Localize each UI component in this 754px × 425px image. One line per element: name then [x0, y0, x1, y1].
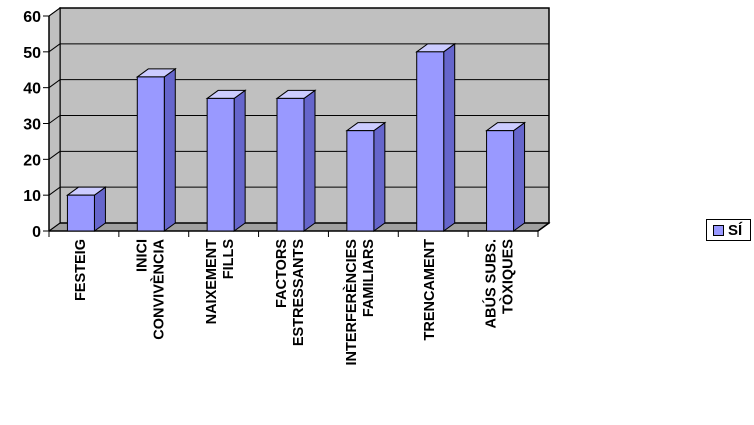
bar [485, 121, 527, 232]
x-category-label: FILLS [221, 239, 237, 280]
bar [345, 121, 387, 232]
bar-side [233, 89, 246, 232]
bar [205, 89, 247, 232]
bar-front [346, 130, 375, 232]
y-tick-label: 60 [23, 9, 41, 26]
x-category-label: CONVIVÈNCIA [150, 238, 167, 339]
bar-side [513, 121, 526, 232]
x-category-label: FACTORS [274, 239, 290, 308]
y-tick-label: 50 [23, 45, 41, 62]
x-category-label: TÒXIQUES [499, 239, 517, 314]
bar-side [163, 67, 176, 232]
bar [275, 89, 317, 232]
y-tick-label: 40 [23, 81, 41, 98]
bar-front [66, 194, 95, 232]
x-category-label: FAMILIARS [361, 239, 377, 317]
bar [415, 42, 457, 232]
x-category-label: INTERFERÈNCIES [343, 239, 360, 366]
bar [65, 186, 107, 232]
x-category-label: ABÚS SUBS. [482, 239, 500, 328]
y-tick-label: 10 [23, 188, 41, 205]
bar-front [416, 51, 445, 232]
x-category-label: INICI [134, 239, 150, 272]
y-tick-label: 20 [23, 152, 41, 169]
gridline-diagonal [48, 7, 61, 17]
x-category-label: ESTRESSANTS [291, 239, 307, 346]
legend: SÍ [706, 219, 752, 241]
gridline-diagonal [48, 186, 61, 196]
bar-front [276, 97, 305, 232]
y-tick-label: 0 [32, 224, 41, 241]
y-tick-label: 30 [23, 117, 41, 134]
bar-side [373, 121, 386, 232]
legend-swatch [713, 224, 724, 236]
x-category-label: FESTEIG [73, 239, 89, 301]
bar-side [443, 42, 456, 232]
gridline-diagonal [48, 43, 61, 53]
bar-side [303, 89, 316, 232]
x-axis-end [537, 222, 550, 232]
bar [135, 67, 177, 232]
gridline-diagonal [48, 150, 61, 160]
bar-front [486, 130, 515, 232]
gridline-diagonal [48, 115, 61, 124]
gridline-diagonal [48, 222, 61, 232]
gridline-diagonal [48, 79, 61, 89]
x-category-label: NAIXEMENT [204, 239, 220, 325]
bar-front [136, 76, 165, 232]
bar-front [206, 97, 235, 232]
legend-label: SÍ [728, 221, 743, 239]
x-category-label: TRENCAMENT [422, 239, 438, 341]
